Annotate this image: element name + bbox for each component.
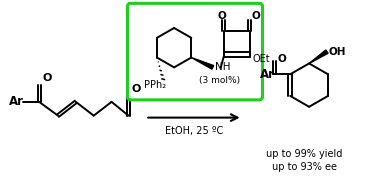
Text: O: O <box>217 11 226 21</box>
Polygon shape <box>309 50 328 63</box>
Text: Ar: Ar <box>260 68 276 81</box>
Polygon shape <box>191 58 214 69</box>
Text: EtOH, 25 ºC: EtOH, 25 ºC <box>165 126 223 136</box>
Text: O: O <box>251 11 260 21</box>
FancyBboxPatch shape <box>127 3 262 100</box>
Text: O: O <box>132 84 141 94</box>
Text: (3 mol%): (3 mol%) <box>199 76 240 85</box>
Text: OH: OH <box>329 47 347 57</box>
Text: up to 93% ee: up to 93% ee <box>272 162 337 172</box>
Text: O: O <box>42 73 51 83</box>
Text: up to 99% yield: up to 99% yield <box>266 149 342 159</box>
Text: PPh₂: PPh₂ <box>144 80 166 90</box>
Text: O: O <box>277 54 286 65</box>
Text: NH: NH <box>215 62 230 72</box>
Text: Ar: Ar <box>9 95 24 108</box>
Text: OEt: OEt <box>253 54 270 63</box>
